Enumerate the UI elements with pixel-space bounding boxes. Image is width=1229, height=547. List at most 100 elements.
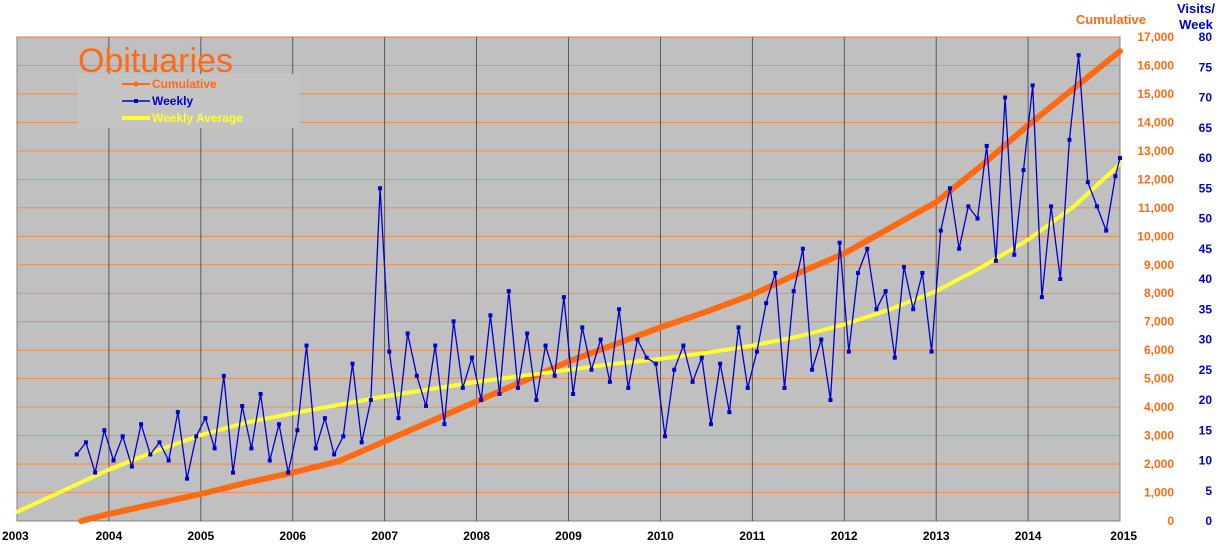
left-tick-label: 13,000 <box>1137 144 1174 158</box>
weekly-point <box>111 458 116 463</box>
right-tick-label: 40 <box>1199 272 1213 286</box>
weekly-point <box>148 452 153 457</box>
right-tick-label: 0 <box>1205 514 1212 528</box>
weekly-point <box>718 361 723 366</box>
right-tick-label: 60 <box>1199 151 1213 165</box>
weekly-point <box>341 434 346 439</box>
weekly-point <box>433 343 438 348</box>
right-tick-label: 80 <box>1199 30 1213 44</box>
x-tick-label: 2010 <box>647 529 674 543</box>
weekly-point <box>231 470 236 475</box>
weekly-point <box>332 452 337 457</box>
weekly-point <box>800 246 805 251</box>
weekly-point <box>552 373 557 378</box>
weekly-point <box>460 385 465 390</box>
weekly-point <box>534 398 539 402</box>
weekly-point <box>708 422 713 427</box>
weekly-point <box>267 458 272 463</box>
weekly-point <box>764 301 769 306</box>
right-tick-label: 50 <box>1199 212 1213 226</box>
x-tick-label: 2015 <box>1110 529 1137 543</box>
legend-weekly-marker <box>134 99 138 103</box>
left-tick-label: 1,000 <box>1144 486 1174 500</box>
right-axis-tick-labels: 0 5 10 15 20 25 30 35 40 45 50 55 60 65 70 75 80 <box>1199 30 1213 528</box>
right-tick-label: 55 <box>1199 181 1213 195</box>
x-tick-label: 2008 <box>463 529 490 543</box>
left-tick-label: 3,000 <box>1144 429 1174 443</box>
weekly-point <box>102 428 107 433</box>
weekly-point <box>442 422 447 427</box>
legend-box <box>78 74 300 128</box>
left-tick-label: 17,000 <box>1137 30 1174 44</box>
weekly-point <box>571 391 576 396</box>
weekly-point <box>240 404 245 409</box>
x-tick-label: 2011 <box>739 529 765 543</box>
left-tick-label: 2,000 <box>1144 457 1174 471</box>
weekly-point <box>488 313 493 318</box>
x-tick-label: 2006 <box>279 529 306 543</box>
weekly-point <box>727 410 732 415</box>
x-tick-label: 2009 <box>555 529 582 543</box>
left-tick-label: 12,000 <box>1137 172 1174 186</box>
weekly-point <box>525 331 530 336</box>
legend-average-label: Weekly Average <box>152 111 243 125</box>
weekly-point <box>892 355 897 360</box>
left-tick-label: 10,000 <box>1137 229 1174 243</box>
weekly-point <box>139 422 144 427</box>
left-tick-label: 4,000 <box>1144 400 1174 414</box>
x-tick-label: 2012 <box>831 529 858 543</box>
weekly-point <box>672 367 677 372</box>
weekly-point <box>515 385 520 390</box>
left-tick-label: 7,000 <box>1144 315 1174 329</box>
weekly-point <box>1118 156 1122 160</box>
weekly-point <box>874 307 879 312</box>
left-tick-label: 8,000 <box>1144 286 1174 300</box>
weekly-point <box>249 446 254 451</box>
weekly-point <box>74 452 79 457</box>
weekly-point <box>1039 295 1044 300</box>
weekly-point <box>1113 174 1118 179</box>
weekly-point <box>1012 252 1017 257</box>
weekly-point <box>479 398 484 402</box>
weekly-point <box>469 355 474 360</box>
x-tick-label: 2007 <box>371 529 398 543</box>
weekly-point <box>920 270 925 275</box>
weekly-point <box>194 434 199 439</box>
weekly-point <box>865 246 870 251</box>
cumulative-line <box>78 48 1123 524</box>
weekly-point <box>589 367 594 372</box>
weekly-point <box>166 458 171 463</box>
right-tick-label: 25 <box>1199 363 1213 377</box>
weekly-point <box>414 373 419 378</box>
weekly-point <box>773 270 778 275</box>
weekly-point <box>791 289 796 294</box>
x-tick-label: 2005 <box>187 529 214 543</box>
weekly-point <box>368 398 373 402</box>
weekly-point <box>745 385 750 390</box>
left-tick-label: 0 <box>1167 514 1174 528</box>
weekly-point <box>543 343 548 348</box>
right-axis-label-line1: Visits/ <box>1177 1 1215 16</box>
left-tick-label: 11,000 <box>1138 201 1174 215</box>
series-weekly <box>74 53 1122 481</box>
weekly-point <box>1021 168 1026 173</box>
weekly-point <box>947 186 952 191</box>
weekly-point <box>911 307 916 312</box>
x-tick-label: 2014 <box>1015 529 1042 543</box>
weekly-point <box>322 416 327 421</box>
weekly-point <box>975 216 980 221</box>
right-tick-label: 10 <box>1199 454 1213 468</box>
weekly-point <box>506 289 511 294</box>
weekly-point <box>1095 204 1100 209</box>
weekly-point <box>782 385 787 390</box>
right-tick-label: 20 <box>1199 393 1213 407</box>
weekly-point <box>258 391 263 396</box>
left-tick-label: 5,000 <box>1144 372 1174 386</box>
x-tick-label: 2013 <box>923 529 950 543</box>
weekly-point <box>699 355 704 360</box>
left-tick-label: 16,000 <box>1137 58 1174 72</box>
legend: Obituaries Cumulative Weekly Weekly Aver… <box>78 42 300 128</box>
weekly-point <box>424 404 429 409</box>
weekly-point <box>681 343 686 348</box>
